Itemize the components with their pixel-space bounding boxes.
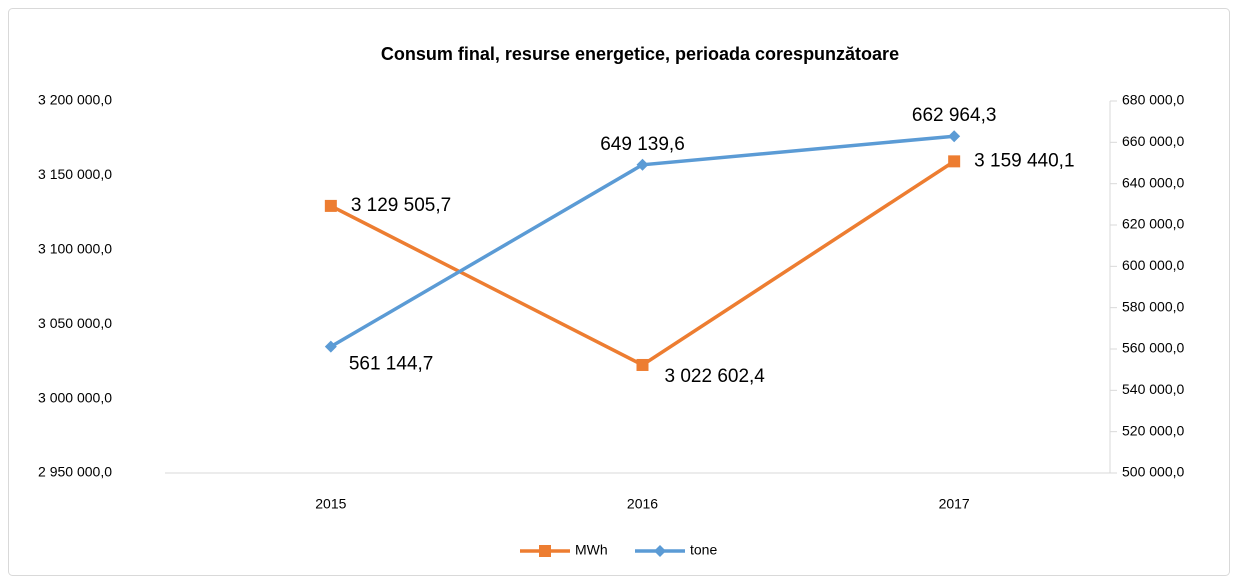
marker [948,155,961,168]
x-tick-label: 2016 [627,496,658,512]
marker [324,199,337,212]
y2-tick-label: 680 000,0 [1122,92,1184,108]
marker [636,358,649,371]
legend-label: tone [690,542,717,558]
y2-tick-label: 520 000,0 [1122,422,1184,438]
marker [539,545,551,557]
x-tick-label: 2017 [939,496,970,512]
legend-label: MWh [575,542,608,558]
chart-title: Consum final, resurse energetice, perioa… [381,44,899,64]
y-tick-label: 2 950 000,0 [38,464,112,480]
y2-tick-label: 640 000,0 [1122,174,1184,190]
y2-tick-label: 540 000,0 [1122,381,1184,397]
y-tick-label: 3 050 000,0 [38,315,112,331]
marker [948,130,961,143]
y-tick-label: 3 000 000,0 [38,389,112,405]
y2-tick-label: 500 000,0 [1122,464,1184,480]
y-tick-label: 3 100 000,0 [38,241,112,257]
y2-tick-label: 560 000,0 [1122,340,1184,356]
y-tick-label: 3 150 000,0 [38,166,112,182]
y2-tick-label: 620 000,0 [1122,216,1184,232]
data-label: 3 159 440,1 [974,150,1074,171]
chart-border [8,8,1230,576]
data-label: 3 129 505,7 [351,195,451,216]
data-label: 561 144,7 [349,354,434,375]
marker [324,340,337,353]
data-label: 3 022 602,4 [665,366,766,387]
data-label: 662 964,3 [912,105,997,126]
marker [654,545,666,557]
y2-tick-label: 600 000,0 [1122,257,1184,273]
marker [636,158,649,171]
x-tick-label: 2015 [315,496,346,512]
y2-tick-label: 660 000,0 [1122,133,1184,149]
y2-tick-label: 580 000,0 [1122,298,1184,314]
data-label: 649 139,6 [600,134,685,155]
y-tick-label: 3 200 000,0 [38,92,112,108]
